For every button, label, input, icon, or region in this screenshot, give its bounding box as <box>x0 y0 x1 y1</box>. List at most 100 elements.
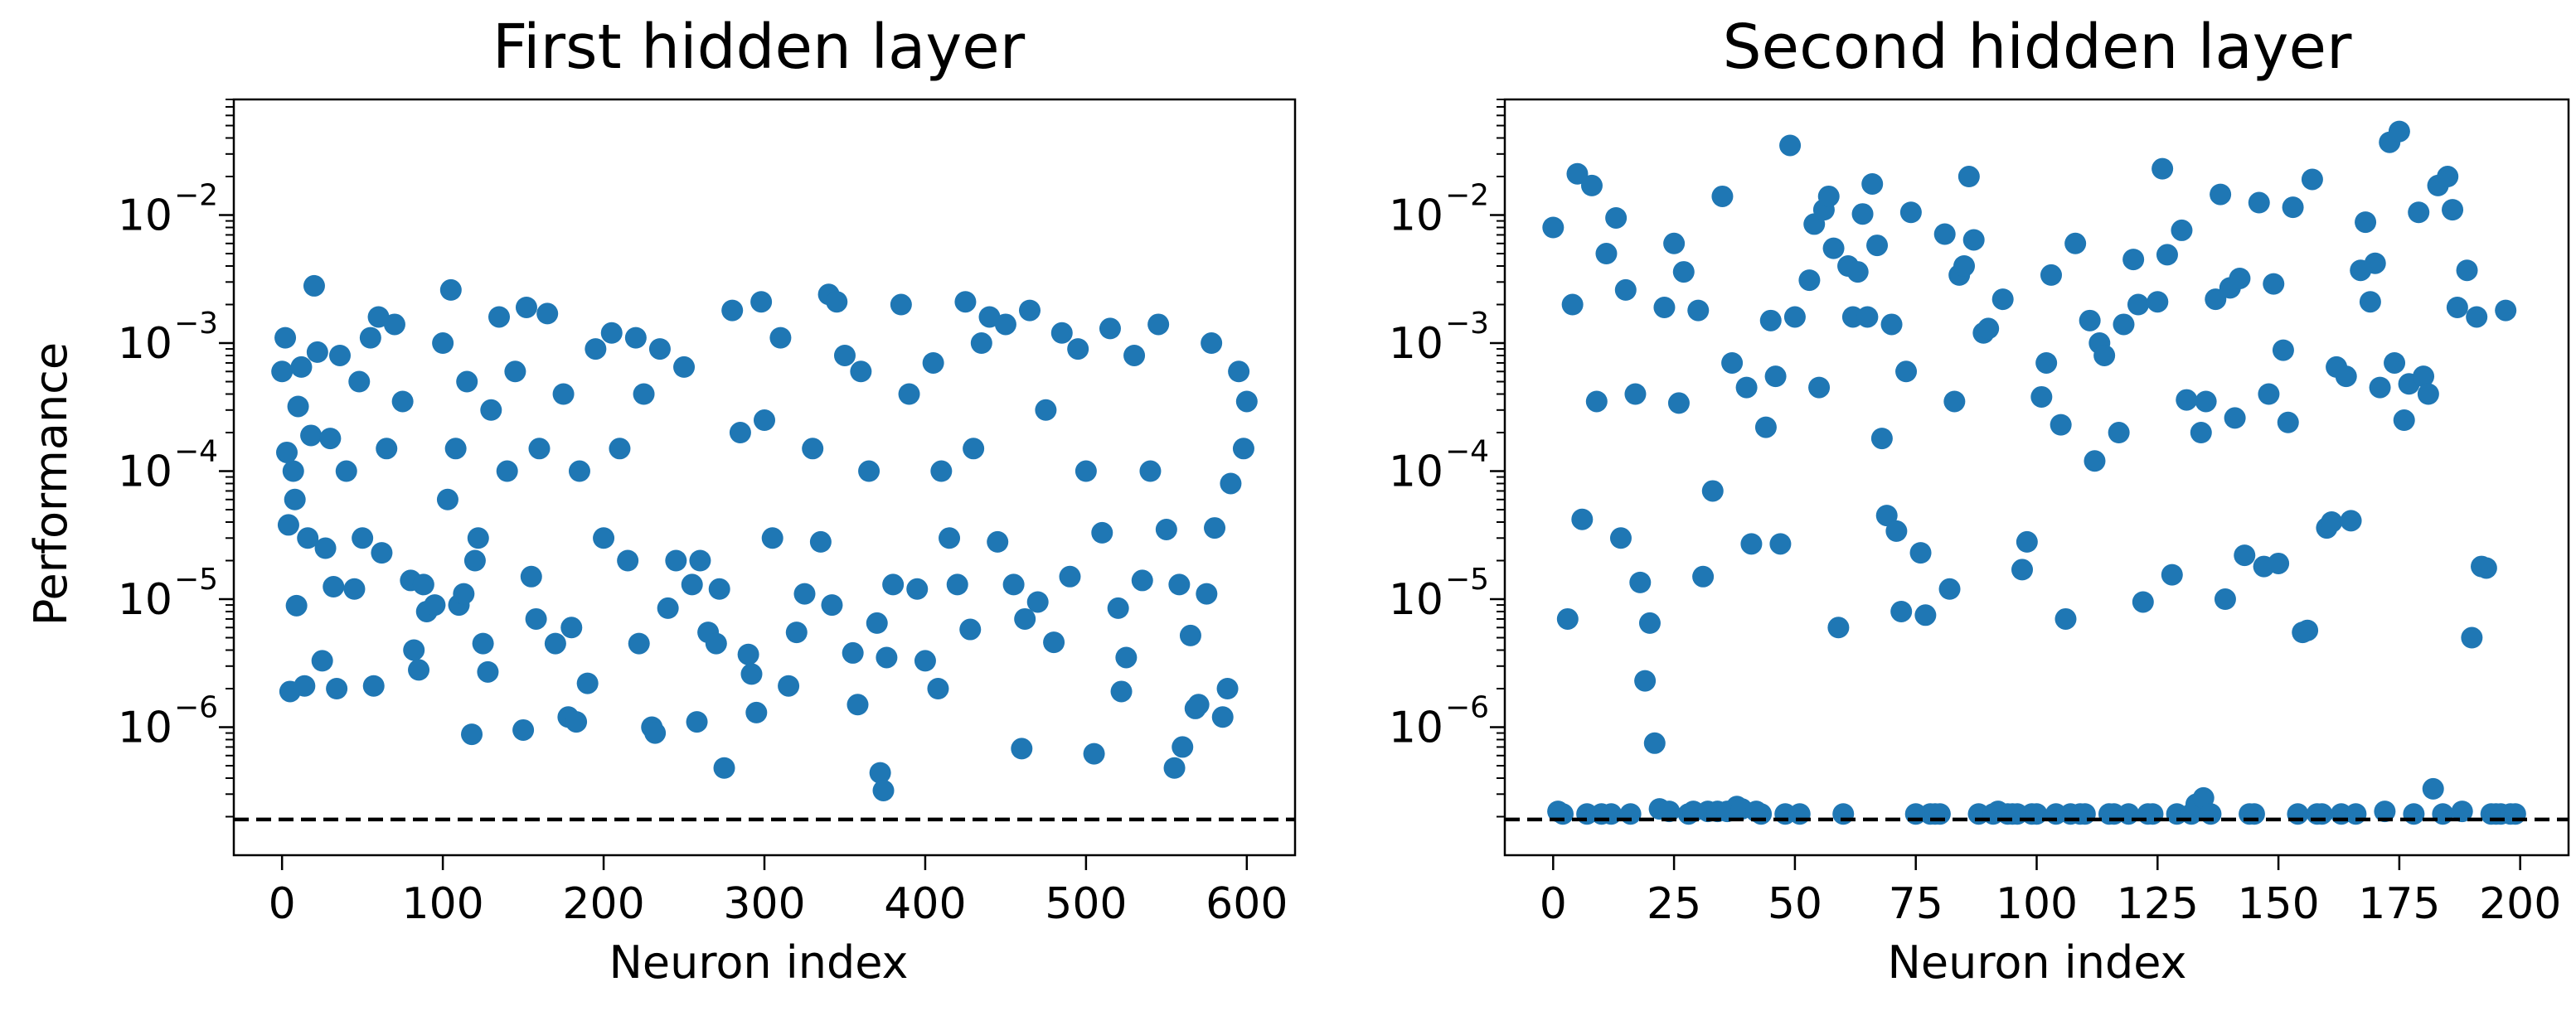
right-data-point <box>1561 293 1584 316</box>
right-data-point <box>1566 162 1589 185</box>
left-data-point <box>424 594 446 617</box>
left-data-point <box>876 646 898 669</box>
left-data-point <box>898 383 920 405</box>
left-data-point <box>300 424 323 447</box>
left-data-point <box>858 460 880 482</box>
left-data-point <box>306 341 328 363</box>
left-data-point <box>323 576 345 598</box>
left-data-point <box>847 694 869 716</box>
left-data-point <box>750 291 773 313</box>
right-data-point <box>2142 803 2164 825</box>
right-data-point <box>2403 803 2425 825</box>
right-x-tick-label: 150 <box>2237 879 2319 929</box>
right-data-point <box>1798 269 1821 292</box>
right-data-point <box>1687 299 1710 322</box>
right-data-point <box>2176 389 2198 411</box>
right-data-point <box>1895 360 1918 383</box>
right-x-tick-label: 0 <box>1540 879 1567 929</box>
right-data-point <box>2205 288 2227 311</box>
left-data-point <box>930 460 953 482</box>
left-data-point <box>352 527 374 549</box>
left-data-point <box>954 291 977 313</box>
right-data-point <box>2025 803 2048 825</box>
right-data-point <box>1551 803 1574 825</box>
left-data-point <box>343 578 366 600</box>
left-data-point <box>721 299 744 322</box>
left-data-point <box>403 639 425 661</box>
right-data-point <box>1938 578 1961 600</box>
left-data-point <box>927 677 949 699</box>
left-data-point <box>946 573 968 596</box>
right-data-point <box>1977 317 2000 340</box>
left-data-point <box>657 597 679 619</box>
right-y-tick-exponent: −2 <box>1445 179 1489 213</box>
left-data-point <box>326 677 348 699</box>
left-data-point <box>740 663 763 685</box>
right-data-point <box>1783 306 1806 328</box>
right-data-point <box>1643 732 1666 754</box>
left-data-point <box>496 460 518 482</box>
right-data-point <box>2456 259 2478 282</box>
left-data-point <box>371 542 393 564</box>
left-data-point <box>285 594 308 617</box>
left-data-point <box>329 344 351 366</box>
right-data-point <box>2495 299 2517 322</box>
right-y-tick-label: 10 <box>1389 319 1443 369</box>
right-data-point <box>1861 172 1884 195</box>
right-y-tick-label: 10 <box>1389 191 1443 241</box>
right-data-point <box>1638 612 1661 634</box>
left-y-tick-exponent: −2 <box>174 179 218 213</box>
right-data-point <box>1595 243 1618 265</box>
left-data-point <box>432 332 454 355</box>
right-x-axis-label: Neuron index <box>1887 936 2186 989</box>
left-data-point <box>1115 646 1138 669</box>
right-data-point <box>1909 542 1932 564</box>
left-data-point <box>842 641 864 664</box>
left-data-point <box>444 438 467 460</box>
right-data-point <box>2064 232 2087 254</box>
left-data-point <box>644 722 667 744</box>
left-data-point <box>906 578 929 600</box>
left-data-point <box>959 618 982 641</box>
right-data-point <box>2451 801 2473 823</box>
left-data-point <box>600 322 623 344</box>
right-data-point <box>1634 670 1657 692</box>
right-data-point <box>1600 803 1623 825</box>
left-data-point <box>793 583 816 605</box>
right-data-point <box>2321 510 2343 533</box>
left-data-point <box>367 306 390 328</box>
right-data-point <box>1856 306 1879 328</box>
left-data-point <box>713 757 735 779</box>
right-data-point <box>1735 376 1758 399</box>
right-data-point <box>1827 617 1850 639</box>
right-x-tick-label: 25 <box>1647 879 1701 929</box>
right-data-point <box>1692 565 1715 588</box>
right-data-point <box>2030 385 2053 408</box>
left-data-point <box>297 527 319 549</box>
left-y-tick-exponent: −5 <box>174 563 218 597</box>
left-data-point <box>1019 299 1041 322</box>
left-data-point <box>1110 680 1133 703</box>
right-data-point <box>2442 199 2464 221</box>
left-data-point <box>987 530 1009 553</box>
left-data-point <box>274 327 297 349</box>
left-data-point <box>1002 573 1025 596</box>
left-plot-frame <box>232 98 1297 857</box>
left-data-point <box>939 527 961 549</box>
left-x-tick-label: 600 <box>1206 879 1288 929</box>
right-data-point <box>2214 588 2236 611</box>
right-data-point <box>2224 407 2246 429</box>
left-data-point <box>628 632 650 655</box>
right-data-point <box>1542 216 1565 239</box>
right-data-point <box>2200 803 2222 825</box>
left-data-point <box>408 659 430 681</box>
left-data-point <box>1139 460 1162 482</box>
left-data-point <box>802 438 824 460</box>
left-data-point <box>383 313 405 336</box>
right-data-point <box>1672 261 1695 283</box>
left-data-point <box>681 573 703 596</box>
right-data-point <box>2432 803 2454 825</box>
right-data-point <box>2243 803 2265 825</box>
left-data-point <box>303 274 325 297</box>
